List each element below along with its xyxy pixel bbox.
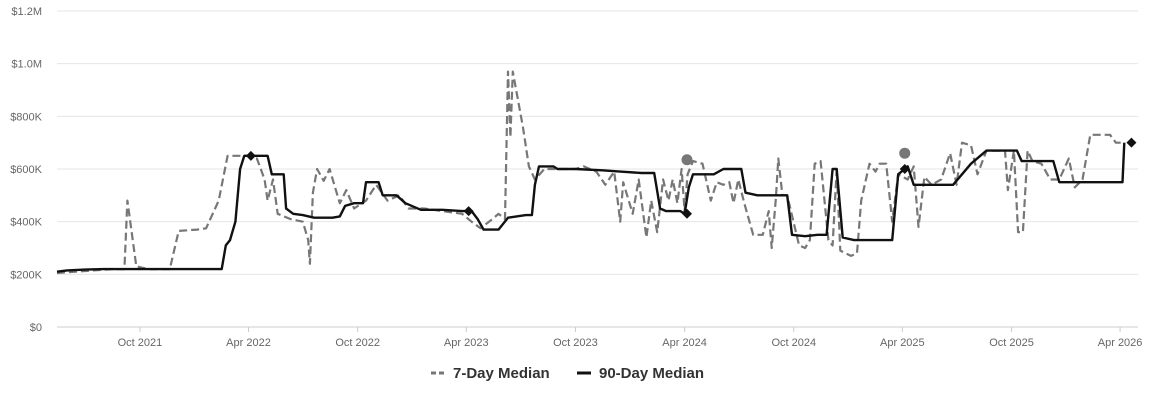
y-tick-label: $0 xyxy=(30,322,42,334)
y-tick-label: $1.2M xyxy=(11,6,42,18)
legend-label: 90-Day Median xyxy=(599,365,704,382)
legend[interactable]: 7-Day Median 90-Day Median xyxy=(431,365,704,382)
x-tick-label: Apr 2025 xyxy=(880,337,925,349)
y-tick-label: $1.0M xyxy=(11,59,42,71)
x-tick-label: Apr 2024 xyxy=(662,337,707,349)
x-tick-label: Oct 2023 xyxy=(553,337,598,349)
y-tick-label: $400K xyxy=(10,217,42,229)
point-marker-diamond[interactable] xyxy=(1126,137,1137,148)
y-axis: $0 $200K $400K $600K $800K $1.0M $1.2M xyxy=(10,6,42,334)
x-tick-label: Oct 2024 xyxy=(771,337,816,349)
x-tick-label: Oct 2025 xyxy=(989,337,1034,349)
x-tick-label: Apr 2022 xyxy=(226,337,271,349)
y-tick-label: $800K xyxy=(10,111,42,123)
point-marker-circle[interactable] xyxy=(899,147,911,159)
series-line-90-day-median xyxy=(56,142,1126,273)
x-tick-label: Apr 2023 xyxy=(444,337,489,349)
point-marker-circle[interactable] xyxy=(681,154,693,166)
y-tick-label: $200K xyxy=(10,269,42,281)
x-axis: Oct 2021 Apr 2022 Oct 2022 Apr 2023 Oct 2023… xyxy=(57,326,1143,349)
point-marker-diamond[interactable] xyxy=(245,150,256,161)
point-markers xyxy=(245,137,1137,219)
series-lines xyxy=(56,70,1126,275)
point-marker-diamond[interactable] xyxy=(899,164,910,174)
x-tick-label: Oct 2021 xyxy=(118,337,163,349)
x-tick-label: Oct 2022 xyxy=(335,337,380,349)
point-marker-diamond[interactable] xyxy=(463,206,474,217)
series-line-7-day-median xyxy=(56,70,1125,275)
point-marker-diamond[interactable] xyxy=(681,208,692,219)
legend-item-90-day-median[interactable]: 90-Day Median xyxy=(577,365,704,382)
legend-item-7-day-median[interactable]: 7-Day Median xyxy=(431,365,550,382)
legend-label: 7-Day Median xyxy=(453,365,550,382)
gridlines xyxy=(57,10,1138,328)
y-tick-label: $600K xyxy=(10,164,42,176)
x-tick-label: Apr 2026 xyxy=(1098,337,1143,349)
